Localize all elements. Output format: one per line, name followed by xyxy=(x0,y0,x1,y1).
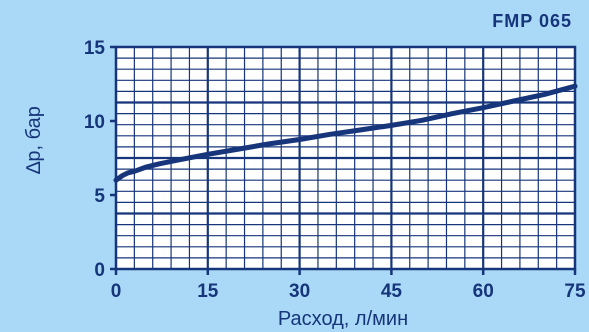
x-tick-label: 75 xyxy=(564,281,586,302)
y-tick-label: 10 xyxy=(84,112,105,133)
x-tick-label: 15 xyxy=(197,281,219,302)
chart-title: FMP 065 xyxy=(492,11,572,31)
x-tick-label: 60 xyxy=(473,281,494,302)
y-tick-label: 15 xyxy=(84,38,106,59)
x-tick-label: 45 xyxy=(381,281,403,302)
series-line xyxy=(113,83,578,183)
axes xyxy=(110,45,577,275)
y-tick-label: 5 xyxy=(94,186,105,207)
x-tick-label: 0 xyxy=(111,281,122,302)
plot-frame xyxy=(114,45,577,271)
x-tick-labels: 0 15 30 45 60 75 xyxy=(111,281,586,302)
grid xyxy=(116,47,575,269)
y-tick-labels: 0 5 10 15 xyxy=(84,38,106,281)
y-tick-label: 0 xyxy=(94,260,105,281)
x-axis-label: Расход, л/мин xyxy=(278,308,408,330)
x-tick-label: 30 xyxy=(289,281,310,302)
y-axis-label: ∆р, бар xyxy=(23,106,45,174)
